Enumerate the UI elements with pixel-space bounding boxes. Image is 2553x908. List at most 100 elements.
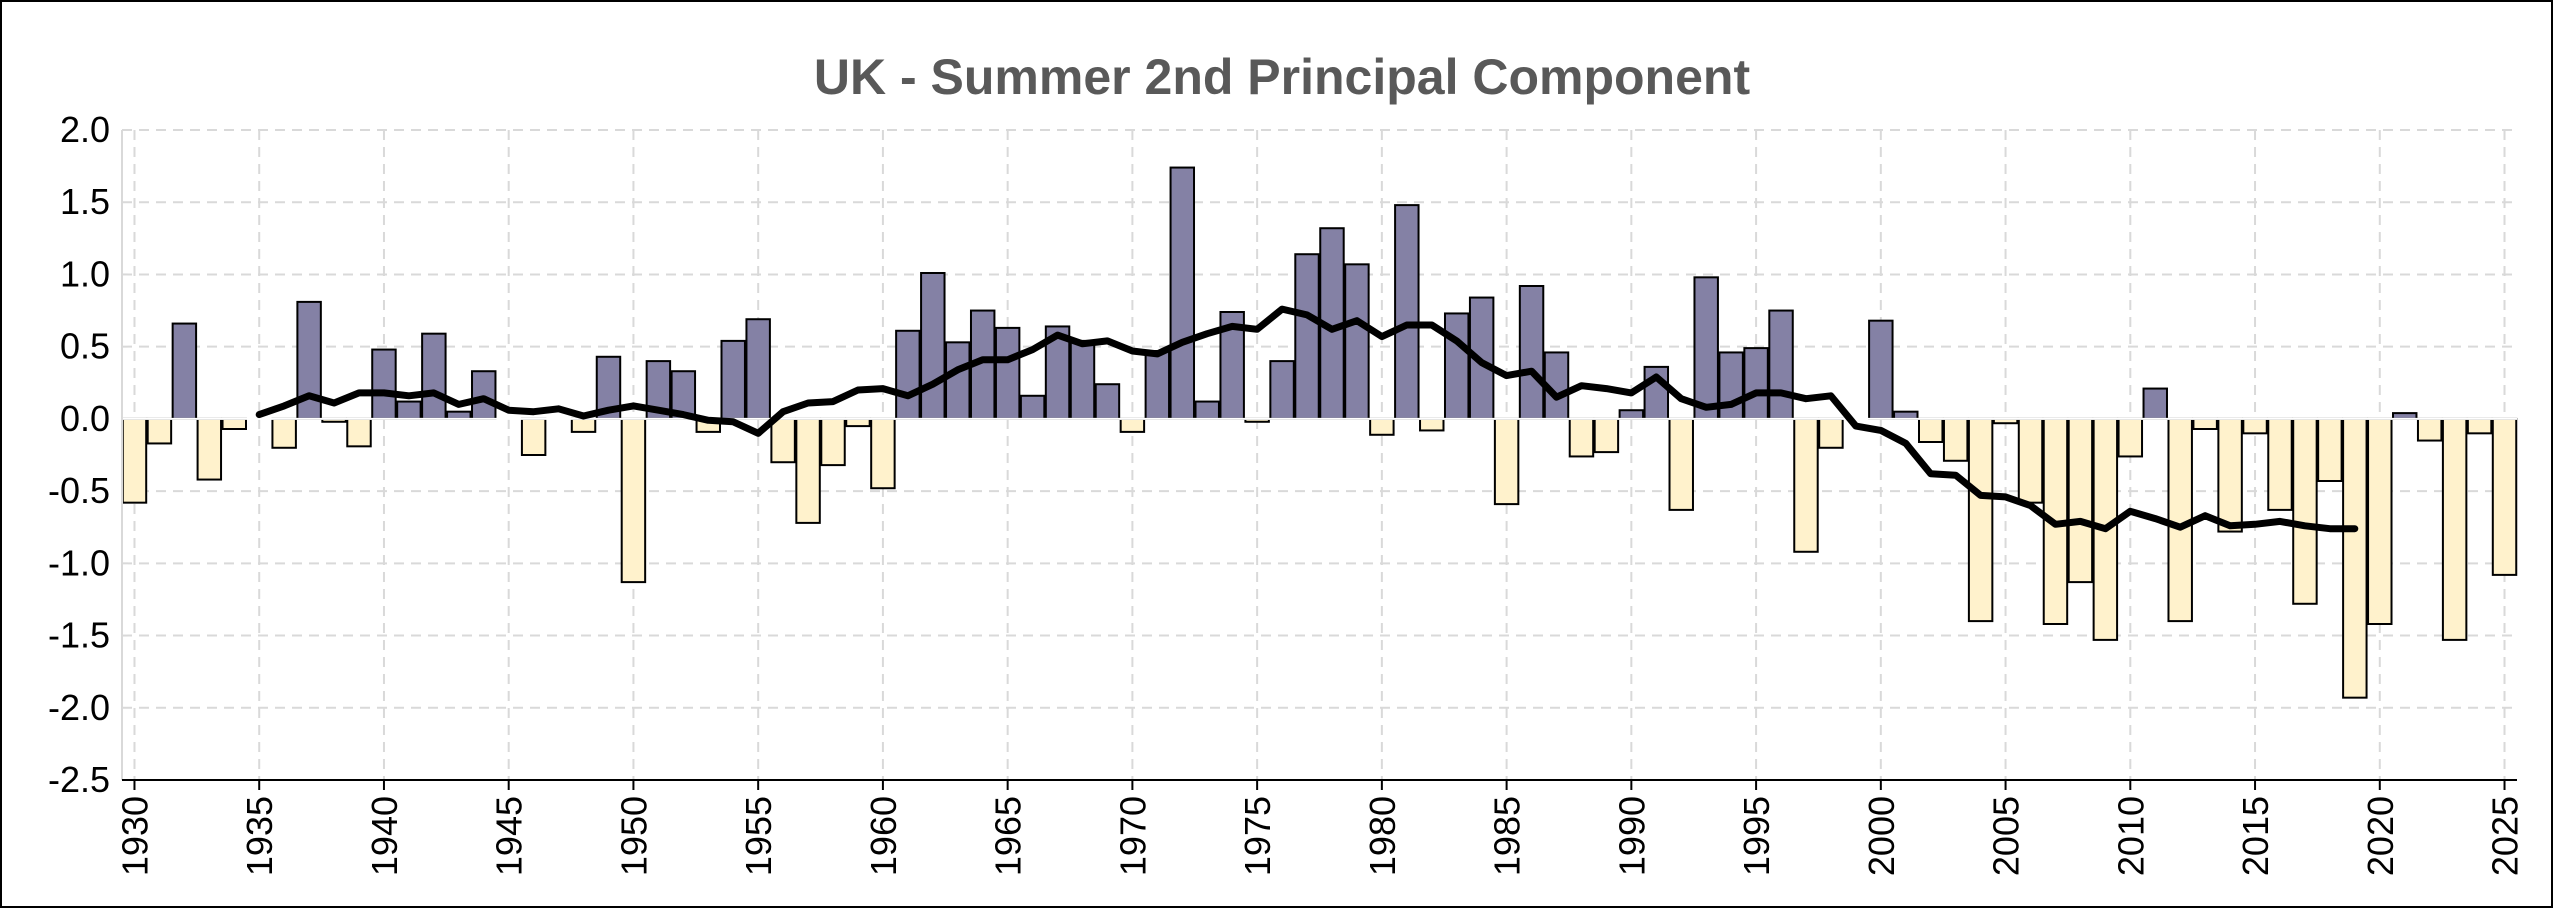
bar-positive [1144,350,1171,420]
bar-negative [2117,417,2144,458]
bar-negative [346,417,372,448]
bar-positive [920,272,946,420]
x-tick-label: 2000 [1861,796,1902,876]
bar-positive [1344,263,1370,420]
bar-negative [520,417,547,456]
bar-negative [221,417,247,430]
y-tick-label: -1.5 [48,615,110,656]
bar-negative [795,417,821,524]
bar-negative [2317,417,2343,482]
bar-positive [396,400,422,420]
bar-positive [421,332,447,420]
bar-positive [1893,410,1919,420]
bar-positive [994,326,1021,420]
y-tick-label: 0.5 [60,326,110,367]
bar-negative [2466,417,2493,435]
y-tick-label: -1.0 [48,542,110,583]
bar-positive [1718,351,1744,420]
bar-positive [1294,253,1320,420]
bar-negative [2017,417,2044,504]
y-tick-label: 0.0 [60,398,110,439]
bar-positive [446,410,472,420]
bar-positive [1443,312,1470,420]
x-tick-label: 1960 [863,796,904,876]
bar-negative [1369,417,1395,436]
y-tick-label: -0.5 [48,470,110,511]
bar-positive [471,370,497,420]
bar-positive [1693,276,1719,420]
bar-positive [1269,360,1295,420]
x-axis: 1930 1935 1940 1945 1950 1955 1960 1965 1970 1975… [114,779,2526,876]
x-tick-label: 2005 [1986,796,2027,876]
bar-negative [1593,417,1620,454]
x-tick-label: 1980 [1362,796,1403,876]
bar-negative [2192,417,2218,430]
y-tick-label: 2.0 [60,109,110,150]
bar-positive [1094,383,1121,420]
x-tick-label: 1955 [738,796,779,876]
bar-negative [570,417,597,433]
y-tick-label: -2.5 [48,759,110,800]
bar-positive [1394,204,1420,420]
bar-positive [1518,285,1545,420]
x-tick-label: 2015 [2235,796,2276,876]
bar-positive [945,341,971,420]
bar-negative [2367,417,2393,625]
bar-positive [720,339,746,420]
bar-negative [870,417,896,490]
bar-negative [1119,417,1146,433]
bar-negative [2416,417,2443,442]
x-tick-label: 1995 [1736,796,1777,876]
bar-negative [2267,417,2293,511]
x-tick-label: 2020 [2360,796,2401,876]
chart-title: UK - Summer 2nd Principal Component [814,49,1751,105]
y-tick-label: -2.0 [48,687,110,728]
bar-negative [1419,417,1445,432]
bar-positive [1019,394,1046,420]
bar-negative [2491,417,2518,576]
bar-negative [1493,417,1520,506]
bar-negative [2242,417,2268,435]
bar-negative [1568,417,1595,458]
x-tick-label: 2010 [2110,796,2151,876]
bar-negative [2441,417,2468,641]
bar-negative [820,417,846,467]
x-tick-label: 1965 [988,796,1029,876]
bar-positive [1868,319,1894,420]
bar-negative [2217,417,2243,533]
x-tick-label: 1985 [1487,796,1528,876]
bar-negative [146,417,173,445]
x-tick-label: 1975 [1237,796,1278,876]
x-tick-label: 1935 [239,796,280,876]
bar-negative [1668,417,1694,511]
x-tick-label: 1930 [114,796,155,876]
bar-negative [620,417,647,584]
bar-negative [845,417,871,428]
x-tick-label: 2025 [2485,796,2526,876]
y-tick-label: 1.0 [60,253,110,294]
x-tick-label: 1940 [364,796,405,876]
bar-positive [1069,339,1096,420]
bar-positive [171,322,198,420]
x-tick-label: 1990 [1611,796,1652,876]
bar-negative [1967,417,1994,623]
bar-negative [1793,417,1819,553]
bar-positive [1169,166,1196,420]
bar-positive [1194,400,1220,420]
bar-positive [371,348,397,420]
smoothed-line [255,305,2359,533]
bar-negative [2292,417,2318,605]
y-axis: 2.0 1.5 1.0 0.5 0.0 -0.5 -1.0 -1.5 -2.0 -2.5 [48,109,123,800]
bar-negative [1917,417,1944,443]
bar-negative [196,417,223,481]
bar-negative [121,417,148,504]
bar-negative [2067,417,2094,584]
bar-positive [1618,409,1645,420]
bars [121,166,2518,699]
bar-positive [1768,309,1794,420]
bar-negative [1942,417,1969,462]
bar-positive [745,318,771,420]
x-tick-label: 1945 [489,796,530,876]
y-tick-label: 1.5 [60,181,110,222]
